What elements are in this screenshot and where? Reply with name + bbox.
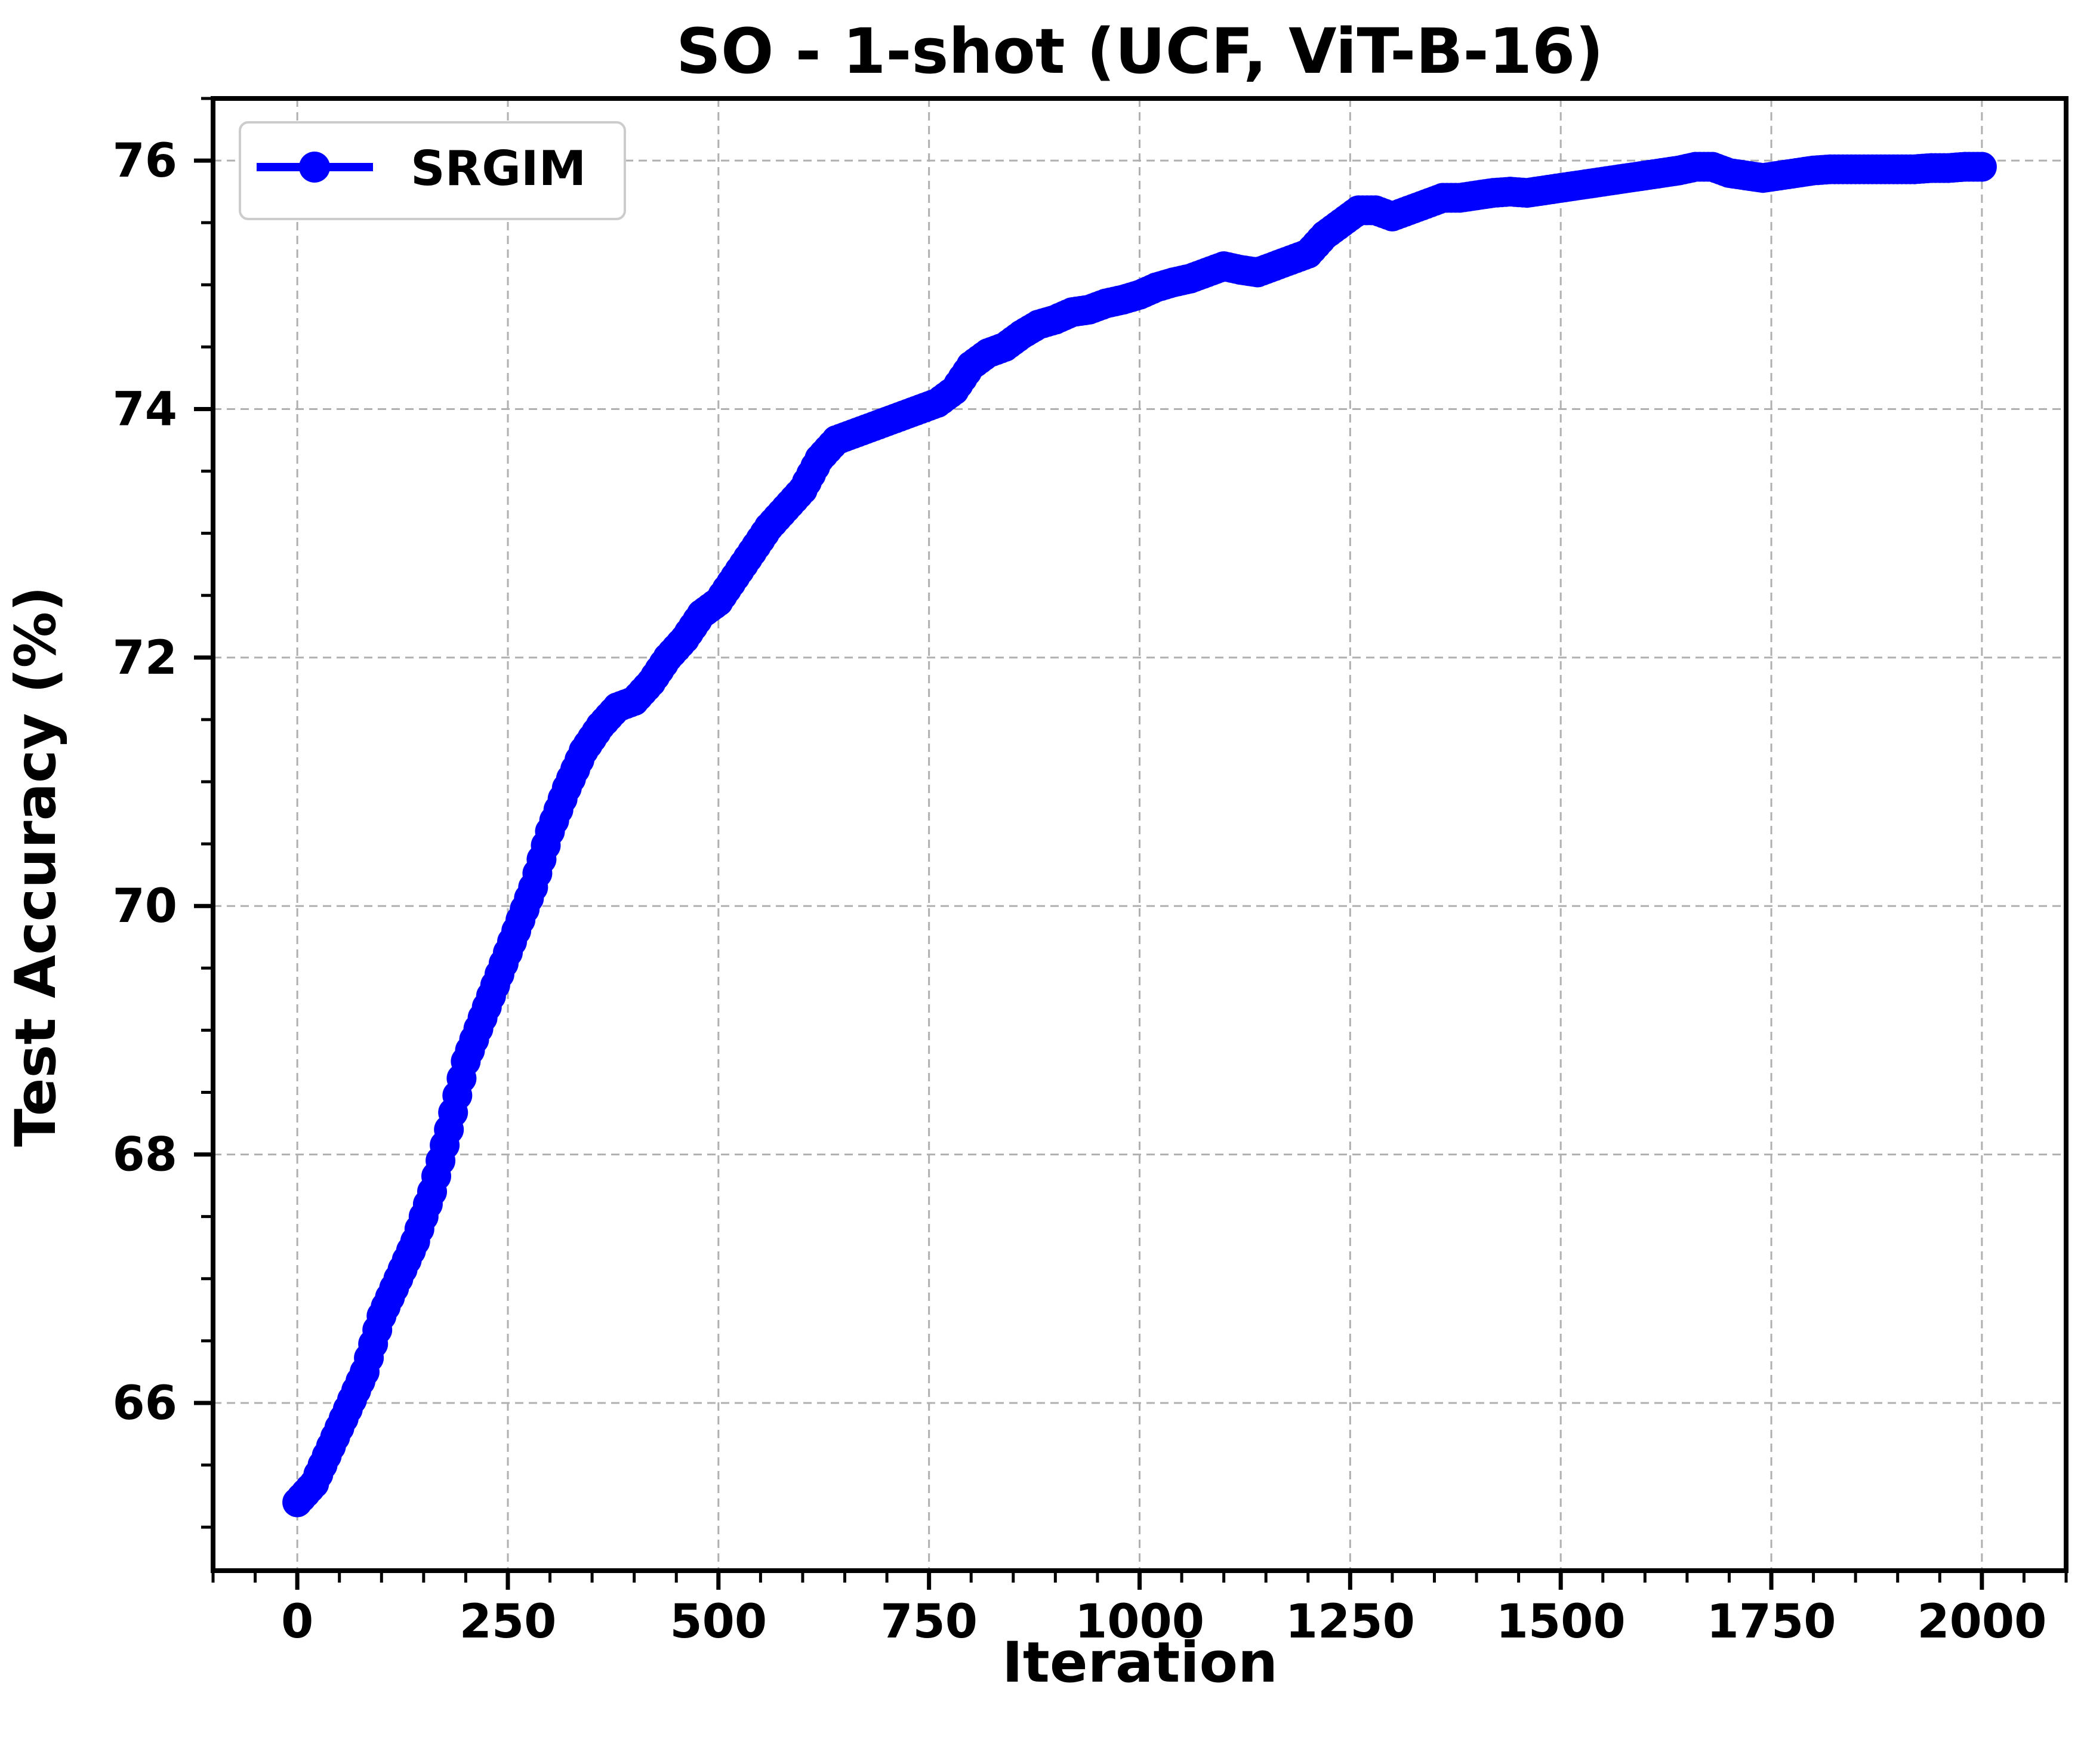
x-tick-label: 750	[880, 1595, 978, 1649]
y-tick-label: 72	[112, 631, 177, 685]
x-axis-label: Iteration	[1002, 1630, 1278, 1695]
y-tick-label: 70	[112, 880, 177, 933]
legend-box	[239, 121, 626, 220]
y-tick-label: 68	[112, 1128, 177, 1182]
x-tick-label: 0	[281, 1595, 313, 1649]
x-tick-label: 1500	[1496, 1595, 1626, 1649]
y-tick-label: 66	[112, 1377, 177, 1430]
legend-series-marker	[299, 152, 330, 183]
x-tick-label: 500	[670, 1595, 767, 1649]
chart-title: SO - 1-shot (UCF, ViT-B-16)	[676, 15, 1604, 88]
series-layer	[282, 152, 1997, 1518]
x-tick-label: 1750	[1706, 1595, 1836, 1649]
x-tick-label: 2000	[1917, 1595, 2046, 1649]
x-tick-label: 1000	[1075, 1595, 1204, 1649]
data-point	[1966, 152, 1997, 182]
y-tick-label: 76	[112, 134, 177, 188]
legend-label: SRGIM	[411, 141, 586, 196]
axis-ticks: 0 250 500 750 1000 1250 1500 1750 2000 66 68 70 72 74…	[112, 97, 2068, 1649]
x-tick-label: 250	[460, 1595, 557, 1649]
y-tick-label: 74	[112, 383, 177, 436]
legend: SRGIM	[239, 121, 626, 220]
x-tick-label: 1250	[1286, 1595, 1415, 1649]
y-axis-label: Test Accuracy (%)	[4, 586, 69, 1147]
